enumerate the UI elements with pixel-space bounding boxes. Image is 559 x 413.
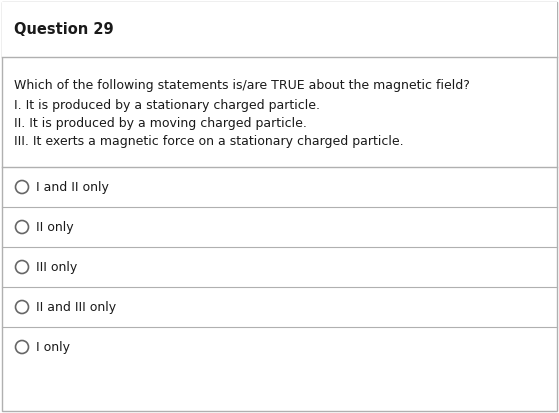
- Bar: [2, 2, 557, 57]
- Text: Question 29: Question 29: [14, 22, 113, 37]
- Text: I only: I only: [36, 340, 70, 354]
- Text: I and II only: I and II only: [36, 180, 110, 194]
- Text: II and III only: II and III only: [36, 301, 117, 313]
- Text: II only: II only: [36, 221, 74, 233]
- Text: I. It is produced by a stationary charged particle.: I. It is produced by a stationary charge…: [14, 99, 320, 112]
- Text: III. It exerts a magnetic force on a stationary charged particle.: III. It exerts a magnetic force on a sta…: [14, 135, 404, 148]
- Text: II. It is produced by a moving charged particle.: II. It is produced by a moving charged p…: [14, 117, 307, 130]
- Text: III only: III only: [36, 261, 78, 273]
- Text: Which of the following statements is/are TRUE about the magnetic field?: Which of the following statements is/are…: [14, 79, 470, 92]
